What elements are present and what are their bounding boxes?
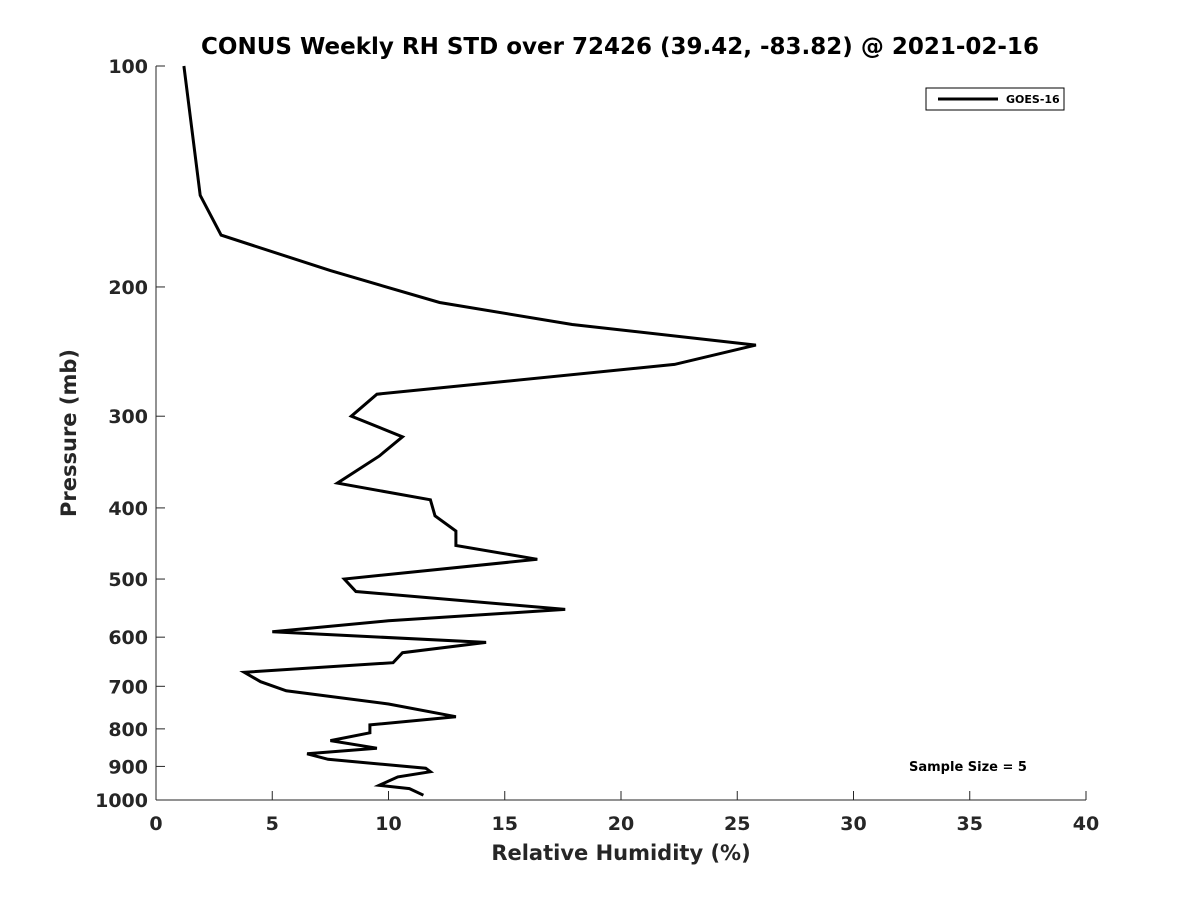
x-tick-label: 25 xyxy=(724,813,750,835)
sample-size-annotation: Sample Size = 5 xyxy=(909,760,1027,775)
y-tick-label: 600 xyxy=(108,627,148,649)
y-tick-label: 200 xyxy=(108,277,148,299)
y-tick-label: 700 xyxy=(108,676,148,698)
x-tick-label: 15 xyxy=(492,813,518,835)
y-tick-label: 800 xyxy=(108,719,148,741)
y-tick-label: 100 xyxy=(108,56,148,78)
x-tick-label: 10 xyxy=(375,813,401,835)
x-tick-label: 5 xyxy=(266,813,279,835)
y-tick-label: 500 xyxy=(108,569,148,591)
chart-title: CONUS Weekly RH STD over 72426 (39.42, -… xyxy=(201,34,1039,60)
x-tick-label: 40 xyxy=(1073,813,1099,835)
x-tick-label: 30 xyxy=(840,813,866,835)
x-axis-label: Relative Humidity (%) xyxy=(491,841,750,865)
y-tick-label: 1000 xyxy=(95,790,148,812)
y-tick-label: 900 xyxy=(108,756,148,778)
series-line-goes-16 xyxy=(182,65,757,797)
x-ticks: 0 5 10 15 20 25 30 35 40 xyxy=(149,791,1099,835)
legend-label-goes-16: GOES-16 xyxy=(1006,93,1060,106)
y-tick-label: 400 xyxy=(108,498,148,520)
y-ticks: 100 200 300 400 500 600 700 800 900 1000 xyxy=(95,56,165,812)
plot-area: 0 5 10 15 20 25 30 35 40 100 200 300 400 500 600 700 80… xyxy=(95,56,1099,835)
x-tick-label: 20 xyxy=(608,813,634,835)
x-tick-label: 35 xyxy=(957,813,983,835)
y-tick-label: 300 xyxy=(108,406,148,428)
x-tick-label: 0 xyxy=(149,813,162,835)
y-axis-label: Pressure (mb) xyxy=(57,349,81,517)
legend: GOES-16 xyxy=(925,87,1065,111)
